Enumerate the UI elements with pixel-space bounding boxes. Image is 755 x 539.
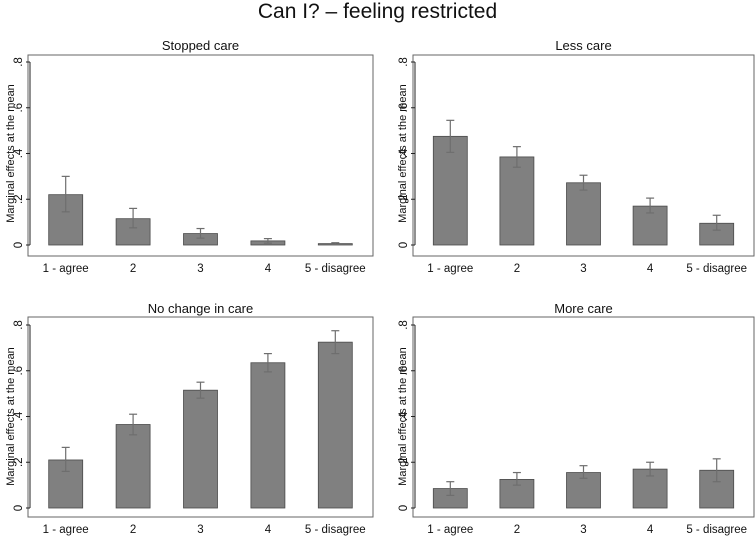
y-tick-label: .2 (13, 457, 25, 467)
y-tick-label: .6 (398, 366, 410, 376)
panel-less-care: Less care 0 .2 .4 .6 .8 Marginal effects at th… (397, 38, 755, 275)
plot-frame (412, 54, 755, 257)
x-tick-label: 1 - agree (427, 263, 473, 275)
y-tick-label: 0 (13, 505, 25, 511)
x-tick-label: 4 (265, 263, 272, 275)
x-tick-label: 2 (130, 524, 136, 536)
y-tick-label: .2 (398, 194, 410, 204)
y-tick-label: .8 (13, 320, 25, 330)
x-tick-label: 5 - disagree (305, 263, 366, 275)
bar (566, 182, 601, 246)
y-tick-label: .8 (13, 57, 25, 67)
figure-title: Can I? – feeling restricted (257, 0, 498, 23)
y-tick-label: .6 (398, 103, 410, 113)
x-tick-label: 2 (130, 263, 136, 275)
bar (115, 424, 151, 509)
y-tick-label: .4 (13, 411, 25, 421)
bar (499, 156, 535, 246)
y-tick-label: .8 (398, 57, 410, 67)
panel-no-change-in-care: No change in care 0 .2 .4 .6 .8 Marginal effec… (5, 301, 374, 536)
y-tick-label: .4 (398, 411, 410, 421)
panel-more-care: More care 0 .2 .4 .6 .8 Marginal effects at th… (397, 301, 755, 536)
panel-stopped-care: Stopped care 0 .2 .4 .6 .8 Marginal effects at… (5, 38, 374, 275)
y-tick-label: 0 (398, 505, 410, 511)
bar (183, 389, 218, 509)
y-tick-label: 0 (13, 242, 25, 248)
x-tick-label: 3 (197, 524, 203, 536)
y-tick-label: .4 (13, 148, 25, 158)
y-tick-label: .6 (13, 103, 25, 113)
x-tick-label: 3 (580, 263, 586, 275)
plot-frame (27, 54, 374, 257)
x-tick-label: 2 (514, 524, 520, 536)
x-tick-label: 1 - agree (43, 263, 89, 275)
x-tick-label: 1 - agree (427, 524, 473, 536)
x-tick-label: 2 (514, 263, 520, 275)
bar (432, 135, 468, 246)
x-tick-label: 4 (647, 524, 654, 536)
x-tick-label: 3 (580, 524, 586, 536)
y-tick-label: .4 (398, 148, 410, 158)
y-axis-label: Marginal effects at the mean (397, 347, 409, 486)
x-tick-label: 4 (647, 263, 654, 275)
y-tick-label: .8 (398, 320, 410, 330)
x-tick-label: 5 - disagree (305, 524, 366, 536)
y-axis-label: Marginal effects at the mean (5, 84, 17, 223)
y-tick-label: .2 (13, 194, 25, 204)
panel-title: Less care (555, 38, 611, 53)
panel-title: No change in care (148, 301, 254, 316)
x-tick-label: 1 - agree (43, 524, 89, 536)
x-tick-label: 5 - disagree (686, 524, 747, 536)
x-tick-label: 4 (265, 524, 272, 536)
panel-title: More care (554, 301, 613, 316)
panel-title: Stopped care (162, 38, 239, 53)
bar (317, 341, 353, 509)
bar (250, 362, 286, 509)
y-axis-label: Marginal effects at the mean (5, 347, 17, 486)
y-tick-label: .6 (13, 366, 25, 376)
bar (115, 218, 151, 246)
x-tick-label: 5 - disagree (686, 263, 747, 275)
bar (699, 469, 735, 509)
y-axis-label: Marginal effects at the mean (397, 84, 409, 223)
y-tick-label: 0 (398, 242, 410, 248)
y-tick-label: .2 (398, 457, 410, 467)
x-tick-label: 3 (197, 263, 203, 275)
